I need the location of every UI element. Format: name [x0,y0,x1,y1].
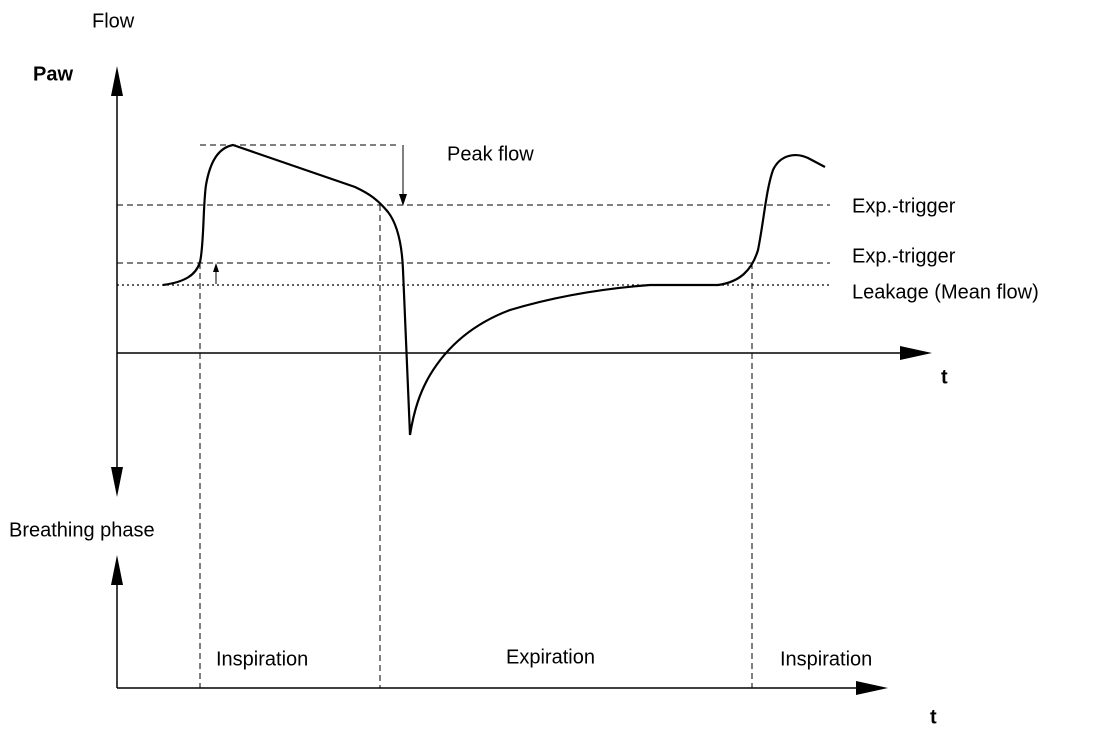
arrow-head [213,263,219,272]
flow-label: Flow [92,10,135,32]
arrow-up [111,555,123,585]
paw-label: Paw [33,63,73,85]
arrow-right [900,346,932,360]
exp-trigger-label: Exp.-trigger [852,245,956,267]
peak-flow-label: Peak flow [447,143,534,165]
arrow-down [111,467,123,497]
phase-label: Expiration [506,646,595,668]
breathing-phase-label: Breathing phase [9,519,155,541]
t-label: t [941,366,948,388]
arrow-head [399,194,407,206]
flow-curve [162,143,826,436]
exp-trigger-label: Exp.-trigger [852,195,956,217]
arrow-up [111,66,123,96]
phase-label: Inspiration [780,648,872,670]
phase-label: Inspiration [216,648,308,670]
arrow-right [856,681,888,695]
t-label: t [930,706,937,728]
leakage-label: Leakage (Mean flow) [852,281,1039,303]
